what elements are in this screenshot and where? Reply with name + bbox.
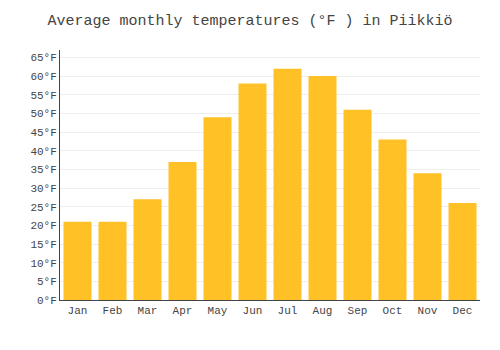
svg-text:15°F: 15°F (30, 239, 56, 251)
svg-text:20°F: 20°F (30, 220, 56, 232)
svg-text:30°F: 30°F (30, 183, 56, 195)
svg-text:65°F: 65°F (30, 52, 56, 64)
svg-text:Oct: Oct (383, 305, 403, 317)
svg-text:Aug: Aug (313, 305, 333, 317)
svg-text:35°F: 35°F (30, 164, 56, 176)
svg-text:55°F: 55°F (30, 90, 56, 102)
svg-text:Apr: Apr (173, 305, 193, 317)
svg-text:50°F: 50°F (30, 108, 56, 120)
svg-text:10°F: 10°F (30, 258, 56, 270)
svg-text:5°F: 5°F (37, 276, 57, 288)
svg-text:Average monthly temperatures (: Average monthly temperatures (°F ) in Pi… (47, 13, 452, 30)
svg-text:0°F: 0°F (37, 295, 57, 307)
svg-text:Sep: Sep (348, 305, 368, 317)
svg-text:Jan: Jan (68, 305, 88, 317)
svg-text:Mar: Mar (138, 305, 158, 317)
svg-text:60°F: 60°F (30, 71, 56, 83)
svg-text:Dec: Dec (453, 305, 473, 317)
svg-text:25°F: 25°F (30, 202, 56, 214)
svg-text:May: May (208, 305, 228, 317)
svg-text:40°F: 40°F (30, 146, 56, 158)
svg-text:Feb: Feb (103, 305, 123, 317)
svg-text:Nov: Nov (418, 305, 438, 317)
svg-text:Jun: Jun (243, 305, 263, 317)
svg-text:Jul: Jul (278, 305, 298, 317)
svg-text:45°F: 45°F (30, 127, 56, 139)
